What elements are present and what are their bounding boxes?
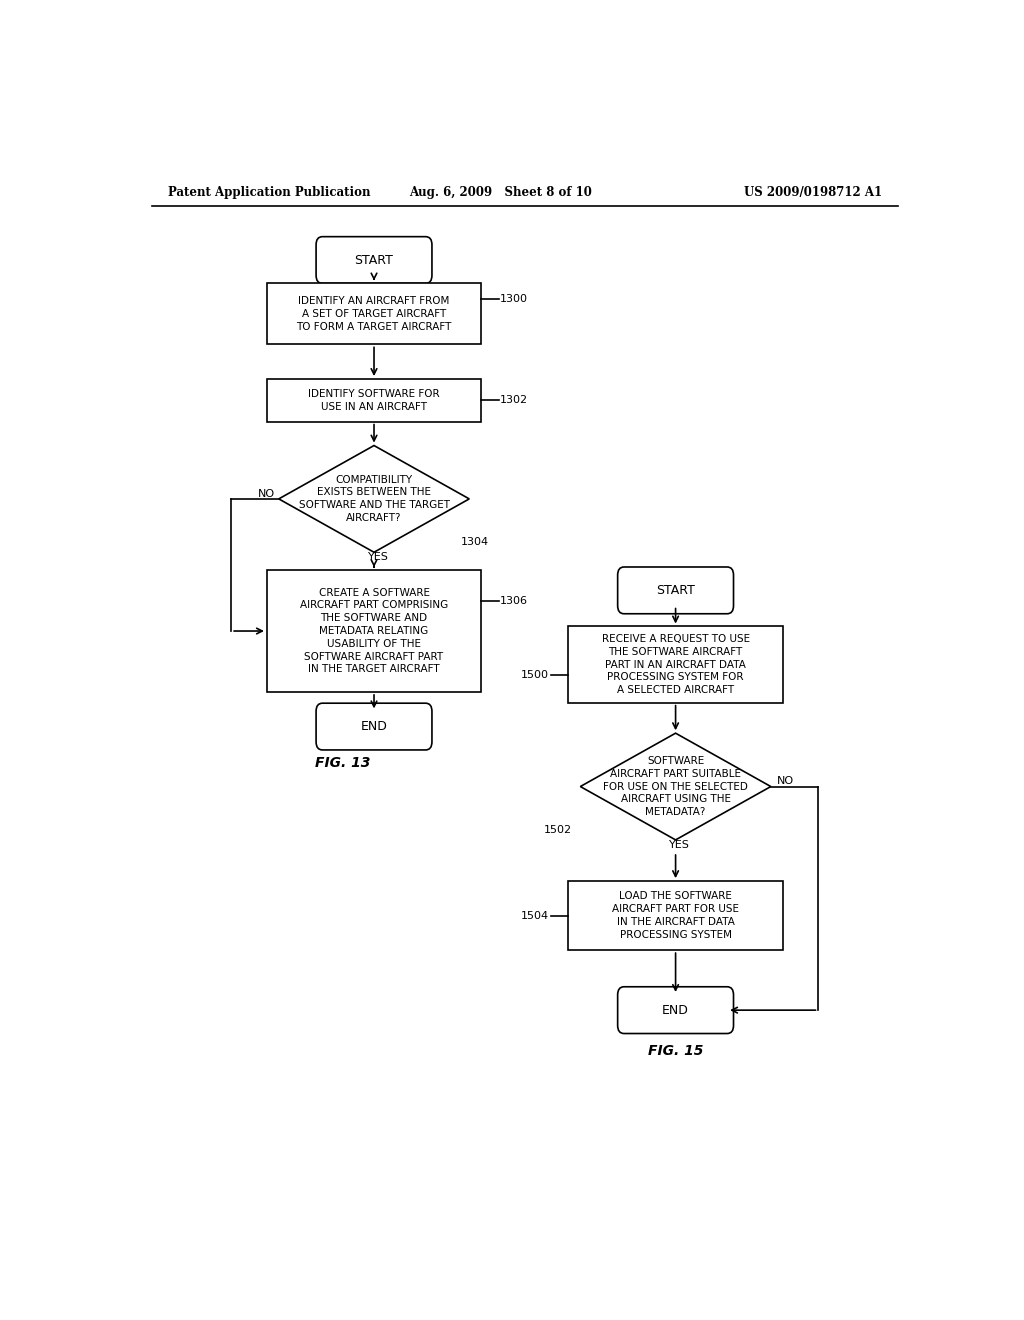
Text: RECEIVE A REQUEST TO USE
THE SOFTWARE AIRCRAFT
PART IN AN AIRCRAFT DATA
PROCESSI: RECEIVE A REQUEST TO USE THE SOFTWARE AI… xyxy=(601,634,750,696)
Polygon shape xyxy=(279,446,469,552)
Text: IDENTIFY SOFTWARE FOR
USE IN AN AIRCRAFT: IDENTIFY SOFTWARE FOR USE IN AN AIRCRAFT xyxy=(308,389,440,412)
Text: START: START xyxy=(354,253,393,267)
Text: Patent Application Publication: Patent Application Publication xyxy=(168,186,371,199)
Text: FIG. 13: FIG. 13 xyxy=(314,756,370,770)
Text: YES: YES xyxy=(669,840,690,850)
Text: US 2009/0198712 A1: US 2009/0198712 A1 xyxy=(743,186,882,199)
Polygon shape xyxy=(581,733,771,840)
Text: LOAD THE SOFTWARE
AIRCRAFT PART FOR USE
IN THE AIRCRAFT DATA
PROCESSING SYSTEM: LOAD THE SOFTWARE AIRCRAFT PART FOR USE … xyxy=(612,891,739,940)
Text: NO: NO xyxy=(258,488,274,499)
Bar xyxy=(568,627,782,702)
FancyBboxPatch shape xyxy=(316,704,432,750)
Text: 1306: 1306 xyxy=(500,595,527,606)
Text: END: END xyxy=(360,721,387,733)
Text: FIG. 15: FIG. 15 xyxy=(648,1044,703,1057)
Bar xyxy=(267,570,481,692)
Text: COMPATIBILITY
EXISTS BETWEEN THE
SOFTWARE AND THE TARGET
AIRCRAFT?: COMPATIBILITY EXISTS BETWEEN THE SOFTWAR… xyxy=(299,475,450,523)
Text: SOFTWARE
AIRCRAFT PART SUITABLE
FOR USE ON THE SELECTED
AIRCRAFT USING THE
METAD: SOFTWARE AIRCRAFT PART SUITABLE FOR USE … xyxy=(603,756,748,817)
Text: NO: NO xyxy=(777,776,795,787)
Bar xyxy=(568,880,782,950)
Text: Aug. 6, 2009   Sheet 8 of 10: Aug. 6, 2009 Sheet 8 of 10 xyxy=(410,186,593,199)
Text: 1500: 1500 xyxy=(520,669,549,680)
Text: 1302: 1302 xyxy=(500,395,527,405)
Text: CREATE A SOFTWARE
AIRCRAFT PART COMPRISING
THE SOFTWARE AND
METADATA RELATING
US: CREATE A SOFTWARE AIRCRAFT PART COMPRISI… xyxy=(300,587,449,675)
Text: 1502: 1502 xyxy=(545,825,572,834)
Text: 1304: 1304 xyxy=(461,537,489,546)
FancyBboxPatch shape xyxy=(316,236,432,284)
Text: 1504: 1504 xyxy=(520,911,549,920)
Text: END: END xyxy=(663,1003,689,1016)
FancyBboxPatch shape xyxy=(617,568,733,614)
Text: IDENTIFY AN AIRCRAFT FROM
A SET OF TARGET AIRCRAFT
TO FORM A TARGET AIRCRAFT: IDENTIFY AN AIRCRAFT FROM A SET OF TARGE… xyxy=(296,296,452,331)
Text: 1300: 1300 xyxy=(500,293,527,304)
Text: YES: YES xyxy=(368,552,388,562)
Text: START: START xyxy=(656,583,695,597)
FancyBboxPatch shape xyxy=(617,987,733,1034)
Bar xyxy=(267,284,481,345)
Bar xyxy=(267,379,481,421)
